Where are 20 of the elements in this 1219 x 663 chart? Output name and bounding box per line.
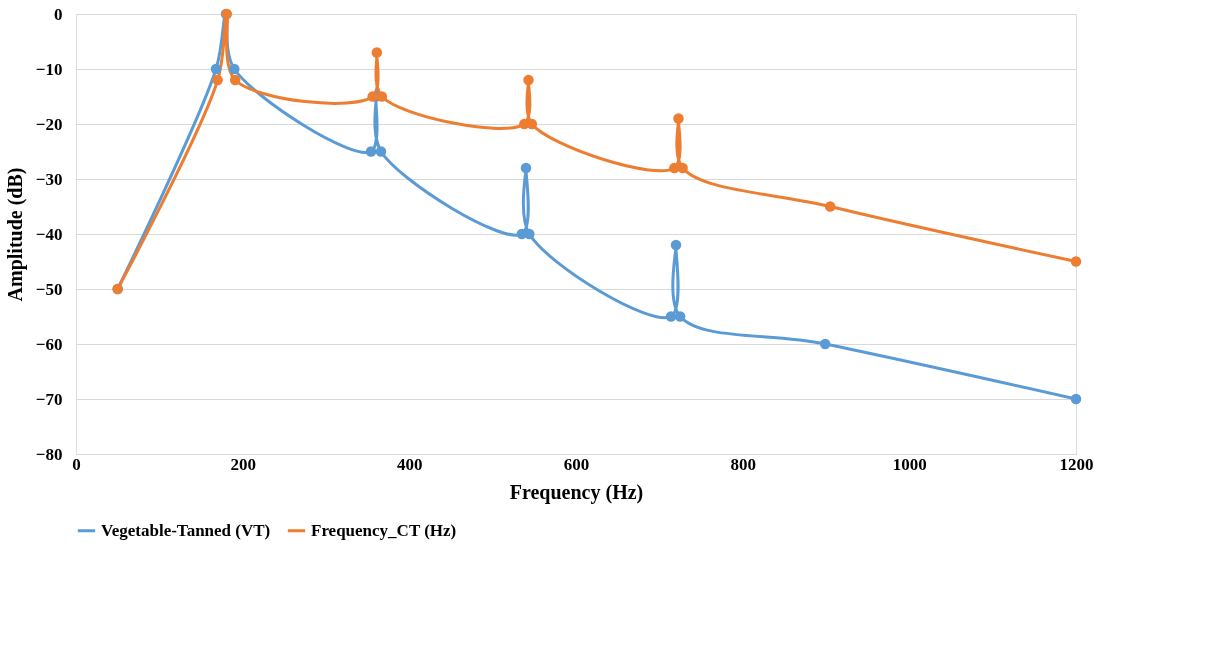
x-tick-label: 800 [730, 454, 756, 474]
y-tick-label: 0 [54, 4, 63, 24]
y-tick-label: −60 [35, 334, 63, 354]
x-tick-label: 600 [563, 454, 590, 474]
x-tick-label: 1200 [1059, 454, 1094, 474]
legend-label: Vegetable-Tanned (VT) [101, 520, 271, 540]
y-tick-label: −70 [35, 389, 63, 409]
x-tick-label: 1000 [892, 454, 927, 474]
y-tick-label: −40 [35, 224, 63, 244]
x-tick-label: 0 [72, 454, 81, 474]
x-tick-label: 200 [230, 454, 256, 474]
y-axis-title: Amplitude (dB) [3, 167, 27, 302]
y-tick-label: −10 [35, 59, 63, 79]
x-tick-label: 400 [397, 454, 423, 474]
y-tick-label: −50 [35, 279, 63, 299]
legend-label: Frequency_CT (Hz) [311, 520, 457, 540]
y-tick-label: −80 [35, 444, 63, 464]
y-tick-label: −20 [35, 114, 63, 134]
x-axis-title: Frequency (Hz) [509, 480, 644, 504]
y-tick-label: −30 [35, 169, 63, 189]
